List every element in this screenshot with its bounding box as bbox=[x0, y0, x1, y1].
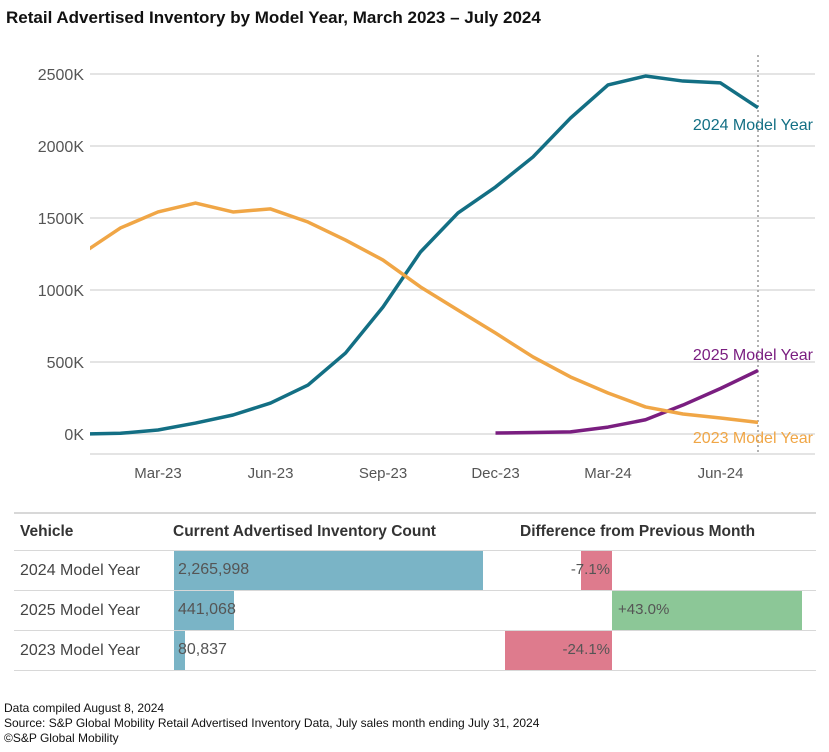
table-row: 2023 Model Year 80,837 -24.1% bbox=[14, 631, 816, 671]
header-vehicle: Vehicle bbox=[20, 523, 74, 540]
count-bar bbox=[174, 631, 186, 670]
y-tick-label: 2000K bbox=[38, 139, 85, 156]
y-tick-label: 500K bbox=[47, 355, 85, 372]
series-line-2025-model-year bbox=[495, 368, 759, 435]
difference-value: +43.0% bbox=[618, 601, 670, 618]
x-tick-label: Dec-23 bbox=[471, 465, 519, 482]
series-label: 2024 Model Year bbox=[693, 117, 814, 134]
footer-source: Source: S&P Global Mobility Retail Adver… bbox=[4, 716, 540, 730]
header-difference: Difference from Previous Month bbox=[520, 523, 756, 540]
y-tick-label: 2500K bbox=[38, 67, 85, 84]
x-tick-label: Jun-23 bbox=[248, 465, 294, 482]
difference-value: -24.1% bbox=[562, 641, 610, 658]
x-tick-label: Mar-23 bbox=[134, 465, 182, 482]
count-value: 2,265,998 bbox=[178, 561, 250, 578]
line-chart: 0K 500K 1000K 1500K 2000K 2500K Mar-23 Jun-23 Se… bbox=[38, 55, 815, 482]
difference-bar bbox=[612, 591, 803, 630]
x-tick-label: Sep-23 bbox=[359, 465, 407, 482]
x-tick-label: Mar-24 bbox=[584, 465, 632, 482]
count-bar bbox=[174, 551, 483, 590]
series-label: 2023 Model Year bbox=[693, 430, 814, 447]
count-bar bbox=[174, 591, 235, 630]
series-label: 2025 Model Year bbox=[693, 347, 814, 364]
footer-copyright: ©S&P Global Mobility bbox=[4, 731, 119, 745]
table-row: 2025 Model Year 441,068 +43.0% bbox=[14, 591, 816, 631]
chart-title: Retail Advertised Inventory by Model Yea… bbox=[6, 8, 541, 27]
difference-value: -7.1% bbox=[570, 561, 610, 578]
header-count: Current Advertised Inventory Count bbox=[173, 523, 436, 540]
x-tick-label: Jun-24 bbox=[698, 465, 744, 482]
series-line-2023-model-year bbox=[90, 201, 759, 425]
series-line-2024-model-year bbox=[90, 74, 759, 436]
y-tick-label: 1000K bbox=[38, 283, 85, 300]
count-value: 80,837 bbox=[178, 641, 227, 658]
y-tick-label: 1500K bbox=[38, 211, 85, 228]
table-header: Vehicle Current Advertised Inventory Cou… bbox=[14, 512, 816, 551]
vehicle-label: 2023 Model Year bbox=[20, 642, 141, 659]
vehicle-label: 2024 Model Year bbox=[20, 562, 141, 579]
y-tick-label: 0K bbox=[64, 427, 84, 444]
inventory-table: Vehicle Current Advertised Inventory Cou… bbox=[14, 512, 816, 671]
footer: Data compiled August 8, 2024 Source: S&P… bbox=[4, 701, 539, 746]
table-row: 2024 Model Year 2,265,998 -7.1% bbox=[14, 551, 816, 591]
difference-bar bbox=[505, 631, 612, 670]
difference-bar bbox=[580, 551, 612, 590]
footer-compiled: Data compiled August 8, 2024 bbox=[4, 701, 165, 715]
vehicle-label: 2025 Model Year bbox=[20, 602, 141, 619]
count-value: 441,068 bbox=[178, 601, 236, 618]
